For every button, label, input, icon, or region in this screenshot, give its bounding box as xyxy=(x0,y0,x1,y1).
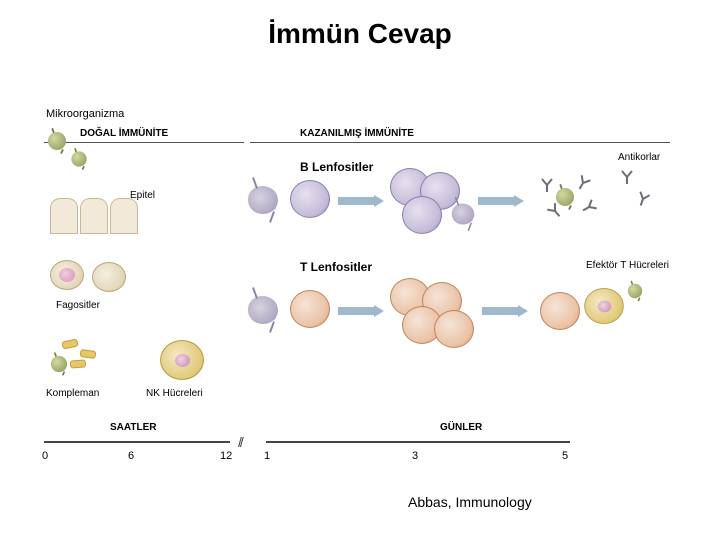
label-nk: NK Hücreleri xyxy=(146,388,203,399)
t-cell-icon xyxy=(290,290,330,328)
label-antikorlar: Antikorlar xyxy=(618,152,660,163)
microbe-icon xyxy=(628,284,642,298)
t-cell-icon xyxy=(434,310,474,348)
timeline-hours xyxy=(44,441,230,443)
tick-label: 3 xyxy=(412,450,418,462)
epithelial-cell-icon xyxy=(80,198,108,234)
label-saatler: SAATLER xyxy=(110,422,156,433)
epithelial-cell-icon xyxy=(110,198,138,234)
citation: Abbas, Immunology xyxy=(408,494,532,510)
phagocyte-icon xyxy=(92,262,126,292)
b-cell-icon xyxy=(402,196,442,234)
timeline-days xyxy=(266,441,570,443)
label-dogal-immunite: DOĞAL İMMÜNİTE xyxy=(80,128,168,139)
complement-icon xyxy=(70,359,87,368)
microbe-icon xyxy=(71,151,86,166)
t-cell-icon xyxy=(540,292,580,330)
dendritic-cell-icon xyxy=(452,204,475,225)
label-kazanilmis-immunite: KAZANILMIŞ İMMÜNİTE xyxy=(300,128,414,139)
complement-icon xyxy=(61,338,78,349)
label-fagositler: Fagositler xyxy=(56,300,100,311)
header-rule-innate xyxy=(44,142,244,143)
antibody-icon xyxy=(573,173,592,192)
antibody-icon xyxy=(634,190,652,208)
axis-break-icon: // xyxy=(238,434,242,450)
antibody-icon xyxy=(540,178,554,192)
header-rule-adaptive xyxy=(250,142,670,143)
target-cell-icon xyxy=(584,288,624,324)
phagocyte-icon xyxy=(50,260,84,290)
label-efektor: Efektör T Hücreleri xyxy=(586,260,669,271)
arrow-icon xyxy=(482,304,528,316)
microbe-icon xyxy=(48,132,66,150)
page-title: İmmün Cevap xyxy=(0,0,720,50)
complement-icon xyxy=(80,349,97,359)
arrow-icon xyxy=(338,304,384,316)
arrow-icon xyxy=(338,194,384,206)
nk-cell-icon xyxy=(160,340,204,380)
arrow-icon xyxy=(478,194,524,206)
microbe-icon xyxy=(556,188,574,206)
label-gunler: GÜNLER xyxy=(440,422,482,433)
tick-label: 12 xyxy=(220,450,232,462)
epithelial-cell-icon xyxy=(50,198,78,234)
tick-label: 0 xyxy=(42,450,48,462)
microbe-icon xyxy=(51,356,67,372)
tick-label: 5 xyxy=(562,450,568,462)
tick-label: 6 xyxy=(128,450,134,462)
antibody-icon xyxy=(620,170,634,184)
label-t-lenfositler: T Lenfositler xyxy=(300,260,372,274)
b-cell-icon xyxy=(290,180,330,218)
label-mikroorganizma: Mikroorganizma xyxy=(46,108,124,120)
antibody-icon xyxy=(579,197,598,216)
label-kompleman: Kompleman xyxy=(46,388,99,399)
dendritic-cell-icon xyxy=(248,296,278,324)
dendritic-cell-icon xyxy=(248,186,278,214)
label-b-lenfositler: B Lenfositler xyxy=(300,160,373,174)
tick-label: 1 xyxy=(264,450,270,462)
